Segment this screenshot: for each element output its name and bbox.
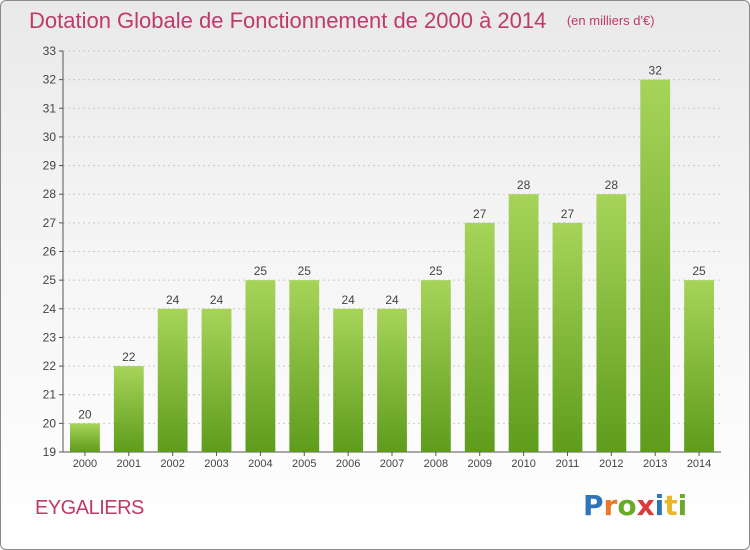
chart-subtitle: (en milliers d'€) <box>566 13 655 28</box>
value-label: 24 <box>385 293 399 307</box>
y-tick-label: 21 <box>43 388 57 402</box>
logo-letter: t <box>664 489 678 522</box>
value-label: 25 <box>692 264 706 278</box>
bar <box>70 423 100 452</box>
bar <box>684 280 714 452</box>
x-tick-label: 2003 <box>204 458 228 470</box>
y-tick-label: 25 <box>43 273 57 287</box>
x-tick-label: 2008 <box>424 458 448 470</box>
logo-letter: P <box>583 489 604 522</box>
x-tick-label: 2013 <box>643 458 667 470</box>
x-tick-label: 2000 <box>73 458 97 470</box>
bar <box>640 79 671 453</box>
value-label: 27 <box>473 207 487 221</box>
y-tick-label: 20 <box>43 416 57 430</box>
bar <box>596 194 627 452</box>
x-tick-label: 2005 <box>292 458 316 470</box>
y-tick-label: 30 <box>43 130 57 144</box>
value-label: 32 <box>649 64 663 78</box>
logo-letter: o <box>617 489 637 522</box>
bar <box>157 308 188 452</box>
y-tick-label: 19 <box>43 445 57 459</box>
value-labels: 20 22 24 24 25 25 24 24 25 27 28 27 28 32 25 <box>78 64 706 422</box>
value-label: 25 <box>254 264 268 278</box>
x-tick-labels: 2000 2001 2002 2003 2004 2005 2006 2007 2008 2009… <box>73 458 712 470</box>
x-tick-label: 2004 <box>248 458 272 470</box>
bar <box>377 308 407 452</box>
x-tick-label: 2006 <box>336 458 360 470</box>
value-label: 28 <box>605 178 619 192</box>
value-label: 25 <box>298 264 312 278</box>
bar <box>289 280 320 452</box>
y-tick-label: 22 <box>43 359 57 373</box>
y-tick-label: 26 <box>43 245 57 259</box>
logo-letter: r <box>603 489 618 522</box>
x-tick-label: 2014 <box>687 458 711 470</box>
bar <box>333 308 364 452</box>
bar <box>464 222 495 452</box>
y-tick-label: 24 <box>43 302 57 316</box>
logo-letter: i <box>654 489 665 522</box>
logo-letter: x <box>636 489 655 522</box>
y-tick-label: 28 <box>43 187 57 201</box>
y-tick-label: 23 <box>43 330 57 344</box>
value-label: 24 <box>341 293 355 307</box>
value-label: 27 <box>561 207 575 221</box>
y-tick-label: 31 <box>43 101 57 115</box>
y-tick-label: 32 <box>43 73 57 87</box>
bar <box>420 280 451 452</box>
chart-title: Dotation Globale de Fonctionnement de 20… <box>29 8 547 33</box>
x-tick-label: 2012 <box>599 458 623 470</box>
x-tick-label: 2001 <box>117 458 141 470</box>
bars <box>70 79 714 453</box>
y-tick-label: 33 <box>43 44 57 58</box>
y-tick-label: 29 <box>43 159 57 173</box>
commune-name: EYGALIERS <box>35 497 144 519</box>
value-label: 22 <box>122 350 136 364</box>
x-tick-label: 2007 <box>380 458 404 470</box>
value-label: 28 <box>517 178 531 192</box>
bar <box>245 280 276 452</box>
x-tick-label: 2010 <box>511 458 535 470</box>
bar <box>201 308 232 452</box>
x-tick-label: 2009 <box>467 458 491 470</box>
x-tick-label: 2002 <box>160 458 184 470</box>
value-label: 24 <box>210 293 224 307</box>
y-tick-labels: 19 20 21 22 23 24 25 26 27 28 29 30 31 32 33 <box>43 44 57 459</box>
value-label: 25 <box>429 264 443 278</box>
bar <box>508 194 539 452</box>
bar <box>552 222 583 452</box>
title-row: Dotation Globale de Fonctionnement de 20… <box>29 8 655 34</box>
proxiti-logo: Proxiti <box>583 489 687 522</box>
value-label: 20 <box>78 407 92 421</box>
y-tick-label: 27 <box>43 216 57 230</box>
value-label: 24 <box>166 293 180 307</box>
bar <box>113 366 144 452</box>
logo-letter: i <box>677 489 688 522</box>
x-tick-label: 2011 <box>556 458 580 470</box>
